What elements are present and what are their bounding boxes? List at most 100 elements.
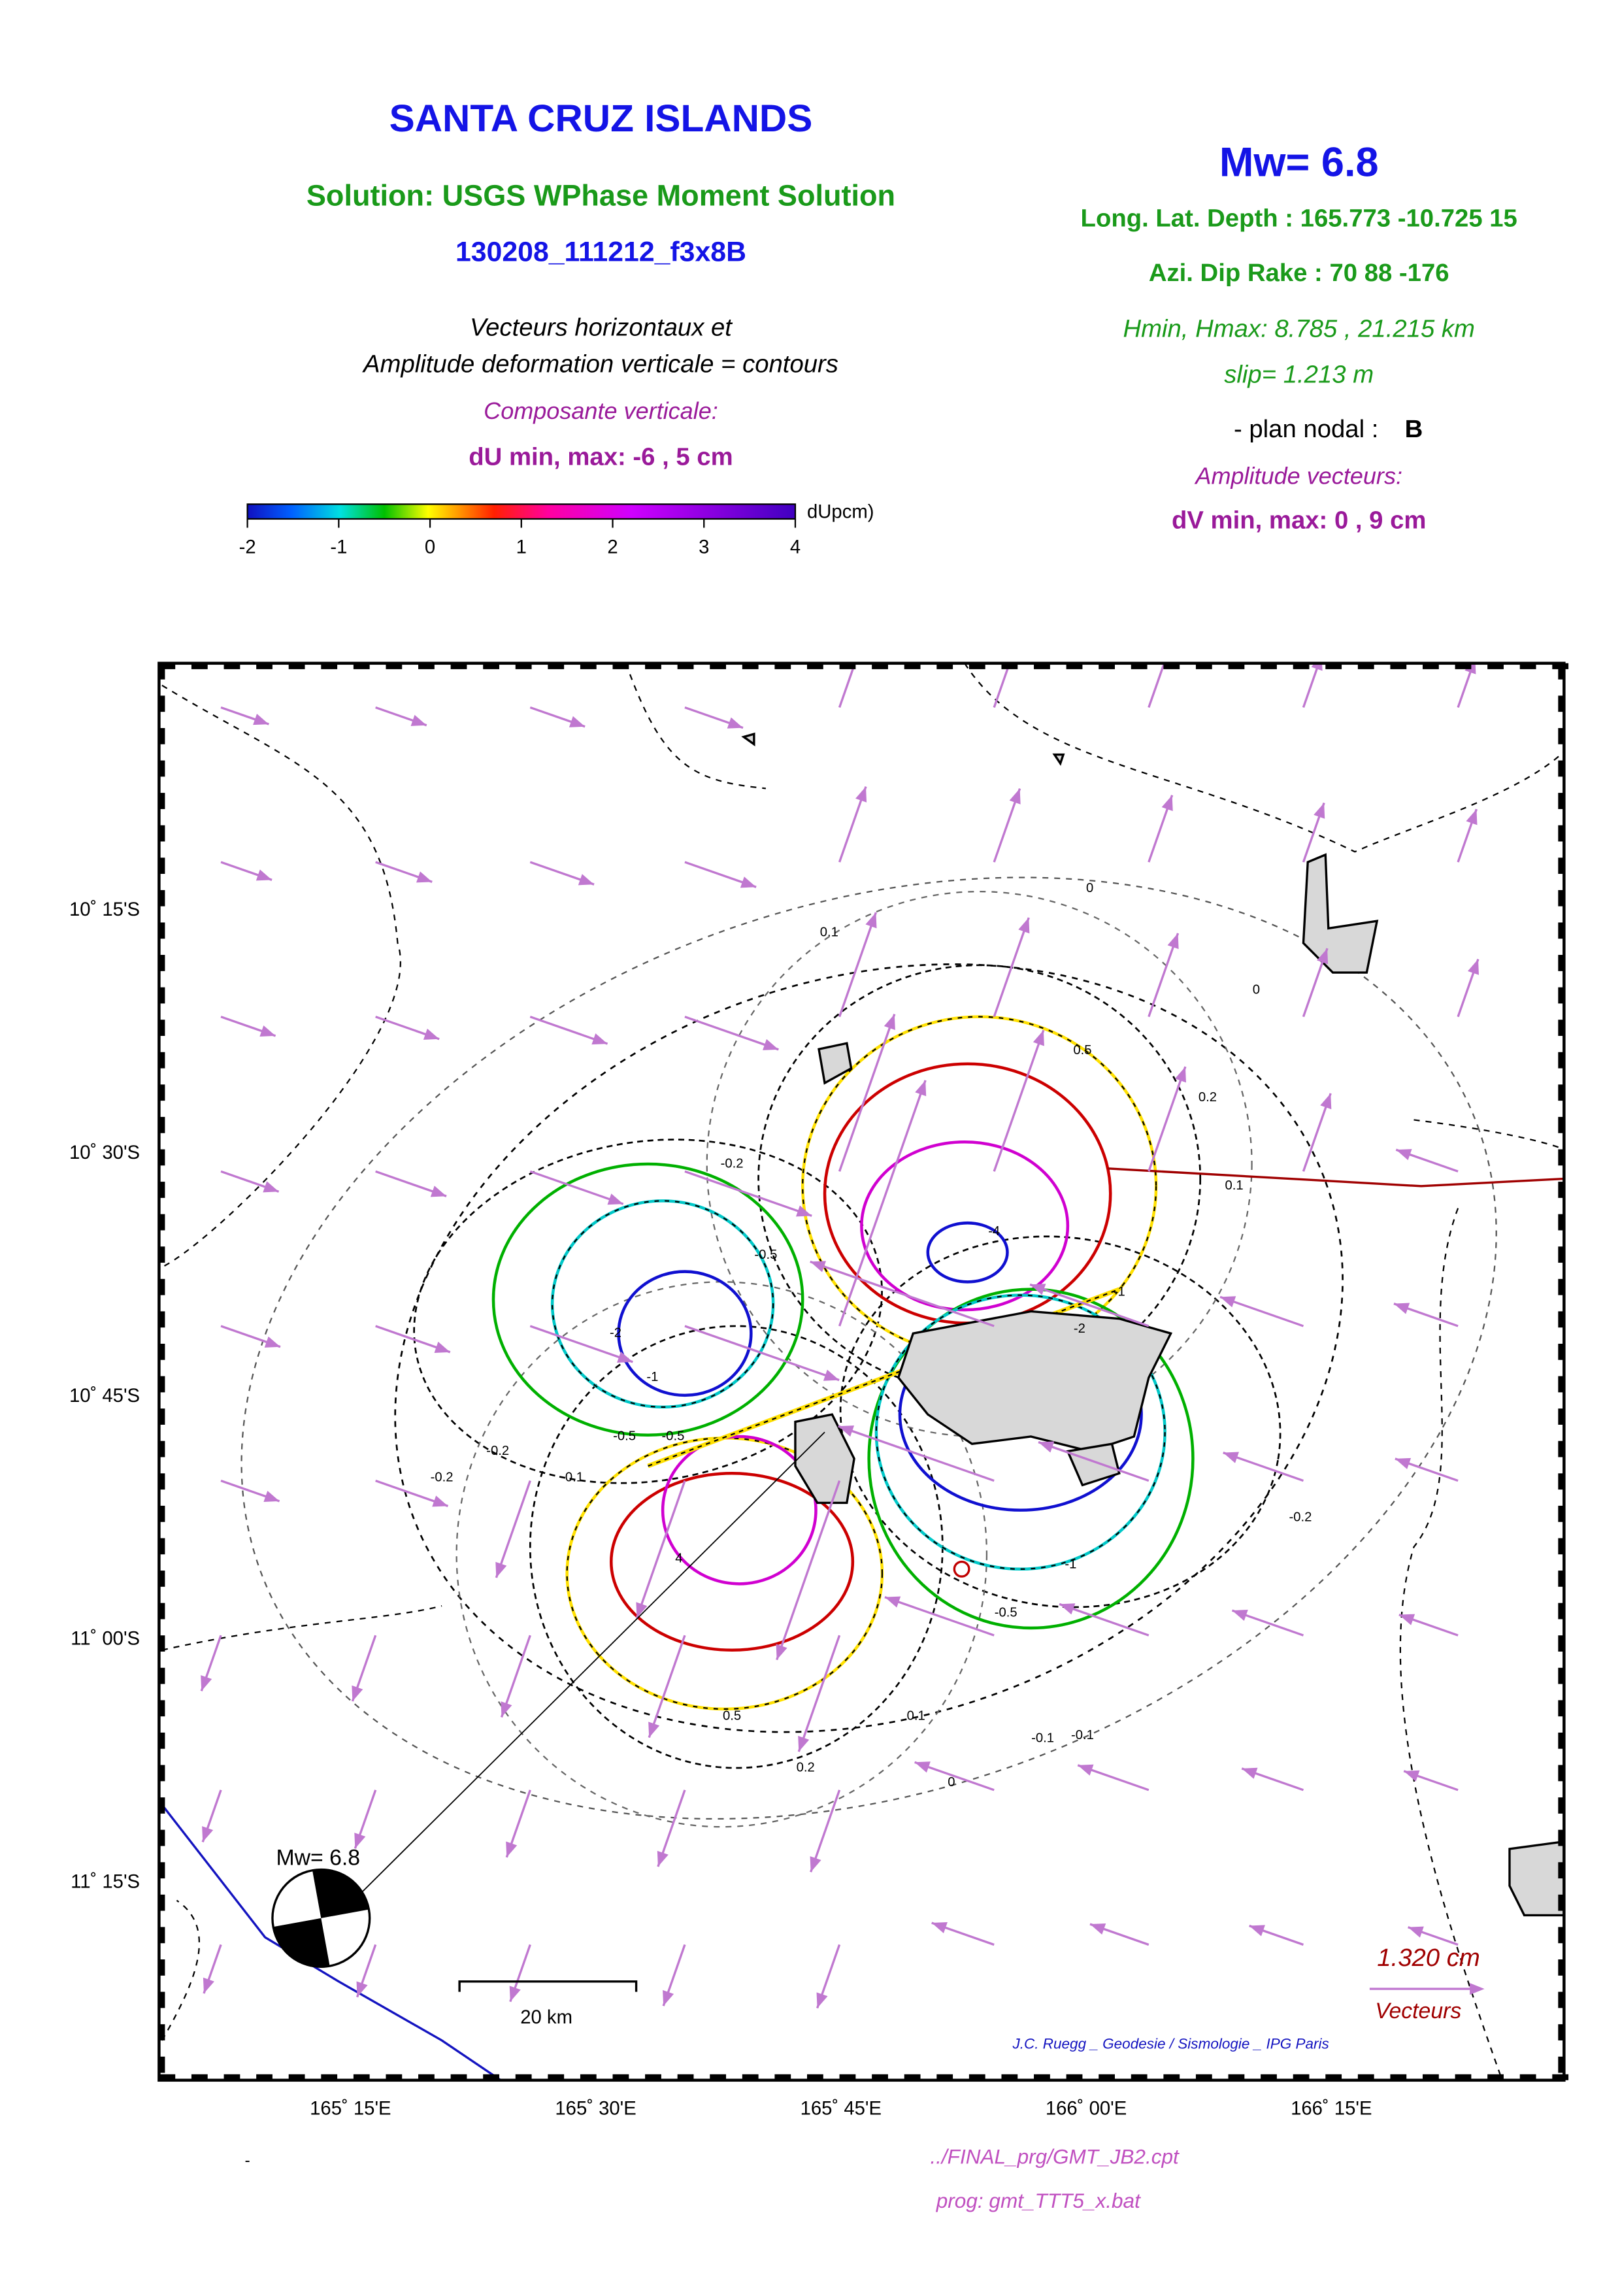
island [1052, 753, 1065, 766]
caption: Amplitude deformation verticale = contou… [362, 350, 838, 378]
vector-head [410, 714, 427, 726]
vector-head [1320, 1093, 1332, 1110]
colorbar-tick-label: 2 [607, 537, 618, 558]
colorbar-tick-label: -1 [330, 537, 347, 558]
lat-label: 11˚ 15'S [71, 1871, 140, 1893]
vector [1059, 1603, 1149, 1637]
vector-head [1467, 959, 1479, 975]
vector-head [356, 1981, 368, 1997]
vector [1148, 933, 1180, 1018]
contour-label: -4 [988, 1224, 1000, 1239]
vector-head [1395, 1457, 1412, 1469]
lat-label: 10˚ 30'S [69, 1142, 140, 1163]
vector-head [810, 1856, 821, 1872]
nodal-plane-label: - plan nodal : [1234, 415, 1378, 443]
contour-label: -2 [1074, 1322, 1085, 1336]
vector-head [931, 1922, 948, 1933]
title: SANTA CRUZ ISLANDS [389, 97, 813, 140]
vector-head [648, 1722, 660, 1738]
vector-head [506, 1841, 518, 1857]
trench [161, 1804, 502, 2080]
contour-label: 0.1 [1225, 1178, 1243, 1193]
vector-head [1009, 788, 1021, 805]
lat-label: 11˚ 00'S [71, 1628, 140, 1650]
vector-head [1078, 1764, 1094, 1776]
contour-label: 0.2 [1198, 1090, 1217, 1105]
contour [491, 1162, 804, 1437]
vector-head [203, 1977, 214, 1994]
map-content [161, 648, 1564, 2080]
vector-head [501, 1701, 512, 1718]
slip: slip= 1.213 m [1224, 360, 1374, 388]
vector-head [1033, 1030, 1044, 1046]
vector-head [855, 786, 867, 803]
vector [993, 917, 1030, 1018]
caption: Vecteurs horizontaux et [470, 313, 733, 341]
vector [884, 1596, 995, 1637]
vector-head [354, 1833, 366, 1849]
vector-head [434, 1341, 450, 1353]
lat-label: 10˚ 15'S [69, 899, 140, 920]
contour-label: -0.2 [431, 1470, 454, 1484]
lat-label: 10˚ 45'S [69, 1385, 140, 1406]
footer-cpt: ../FINAL_prg/GMT_JB2.cpt [930, 2145, 1180, 2169]
vector-head [884, 1596, 901, 1608]
vector-head [1242, 1767, 1258, 1779]
contour-label: 0.5 [723, 1709, 741, 1723]
vector-head [763, 1039, 779, 1050]
vector-head [727, 717, 743, 729]
island [1508, 1840, 1564, 1917]
contour-label: -2 [610, 1326, 621, 1340]
vector-head [1018, 918, 1030, 934]
vector [838, 1014, 896, 1172]
vector-head [657, 1850, 669, 1867]
map-frame [157, 661, 1566, 2082]
vector-head [636, 1602, 648, 1618]
island [1302, 853, 1379, 974]
contour [551, 1200, 774, 1408]
vector-head [1249, 1925, 1265, 1937]
vector-head [850, 648, 861, 663]
vector-head [816, 1992, 828, 2008]
island [818, 1042, 853, 1085]
vector-head [591, 1033, 608, 1045]
vector-head [1161, 795, 1173, 811]
contour [801, 1015, 1158, 1357]
vector-head [838, 1425, 855, 1437]
vector-head [1038, 1441, 1055, 1453]
vector-head [1311, 663, 1323, 671]
nodal-plane: B [1405, 415, 1423, 443]
island [897, 1310, 1173, 1453]
vertical-component: Composante verticale: [484, 397, 718, 424]
vector-label: Vecteurs [1375, 1999, 1461, 2023]
contour [394, 963, 1344, 1733]
vector-head [1393, 1303, 1410, 1314]
contour-label: -0.5 [995, 1606, 1017, 1620]
lon-label: 166˚ 00'E [1046, 2098, 1127, 2120]
magnitude: Mw= 6.8 [1219, 140, 1379, 186]
mechanism: Azi. Dip Rake : 70 88 -176 [1149, 259, 1449, 287]
red-line [1107, 1167, 1564, 1188]
contour-label: -1 [1065, 1557, 1076, 1571]
colorbar-unit: dUpcm) [807, 501, 874, 523]
colorbar-tick-label: 3 [699, 537, 709, 558]
vector [838, 663, 857, 708]
vector-head [1317, 948, 1329, 965]
outer-dashed [161, 663, 1564, 2080]
du-range: dU min, max: -6 , 5 cm [469, 443, 733, 471]
contour-label: 0.1 [820, 925, 838, 940]
vector-head [1089, 1923, 1106, 1935]
colorbar-tick-label: 0 [425, 537, 435, 558]
vector-head [259, 1025, 276, 1037]
epicenter [953, 1560, 970, 1578]
contour-label: -1 [1114, 1284, 1125, 1299]
vector [1148, 663, 1166, 708]
vector [810, 1260, 995, 1327]
vector-head [823, 1369, 840, 1381]
vector-head [1174, 1067, 1186, 1083]
vector [797, 1635, 841, 1752]
vector-head [1030, 1284, 1046, 1295]
location: Long. Lat. Depth : 165.773 -10.725 15 [1081, 205, 1517, 233]
beachball-quadrant [272, 1918, 330, 1968]
